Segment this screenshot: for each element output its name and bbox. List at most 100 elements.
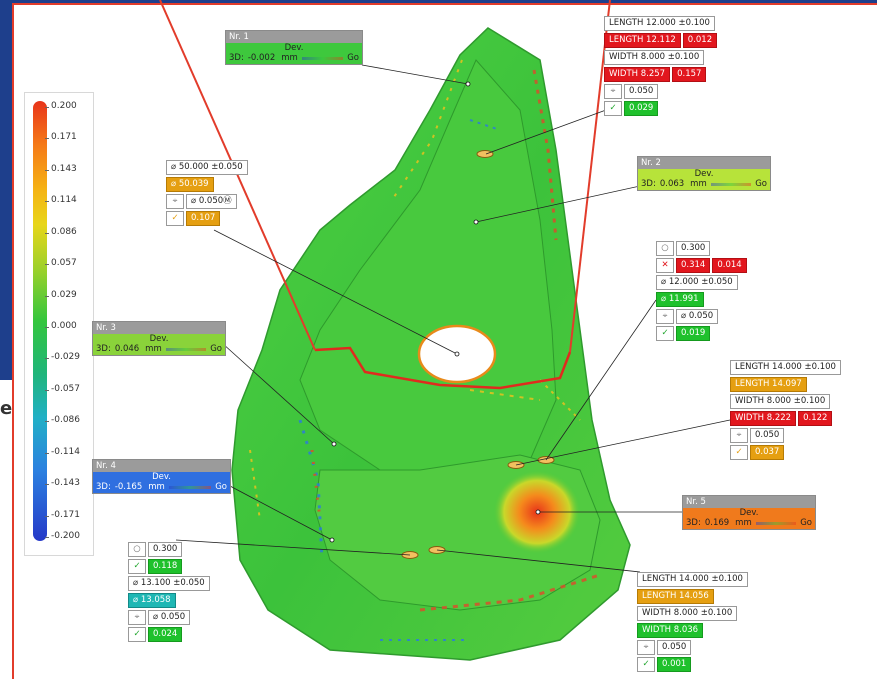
check-icon: ✓ [128, 559, 146, 574]
unit-label: mm [148, 482, 165, 492]
width-actual: WIDTH 8.222 [730, 411, 797, 426]
point-dots [329, 81, 541, 543]
width-actual: WIDTH 8.036 [637, 623, 704, 638]
hole-right-table[interactable]: ○ 0.300 ✕ 0.314 0.014 ⌀ 12.000 ±0.050 ⌀ 11.… [656, 241, 747, 341]
slot-top-table[interactable]: LENGTH 12.000 ±0.100 LENGTH 12.112 0.012 … [604, 16, 718, 116]
position-actual: 0.037 [750, 445, 785, 460]
reference-line-right [569, 0, 611, 353]
deviation-speckle [249, 59, 601, 641]
legend-tick: 0.171 [45, 132, 77, 142]
legend-tick: -0.086 [44, 415, 81, 425]
status-label: Go [347, 53, 359, 63]
position-actual: 0.024 [148, 627, 183, 642]
unit-label: mm [690, 179, 707, 189]
point-label: Nr. 4 [93, 460, 230, 472]
point-label: Nr. 1 [226, 31, 362, 43]
check-icon: ✓ [656, 326, 674, 341]
legend-tick: 0.057 [45, 258, 77, 268]
legend-tick: 0.143 [45, 164, 77, 174]
dev-label: Dev. [152, 472, 171, 482]
mode-label: 3D: [641, 179, 656, 189]
legend-tick: -0.114 [44, 447, 81, 457]
dev-value: 0.063 [659, 179, 685, 189]
length-deviation: 0.012 [682, 33, 718, 48]
dev-gauge [755, 522, 797, 525]
length-actual: LENGTH 14.056 [637, 589, 714, 604]
slot-marker-top [476, 150, 494, 158]
position-tolerance: 0.050 [750, 428, 785, 443]
unit-label: mm [281, 53, 298, 63]
point-callout-nr1[interactable]: Nr. 1 Dev. 3D: -0.002 mm Go [225, 30, 363, 65]
dev-label: Dev. [694, 169, 714, 179]
width-deviation: 0.157 [672, 67, 707, 82]
width-actual: WIDTH 8.257 [604, 67, 671, 82]
point-label: Nr. 2 [638, 157, 770, 169]
position-tolerance: ⌀ 0.050 [676, 309, 719, 324]
circularity-actual: 0.314 [676, 258, 711, 273]
center-hole-table[interactable]: ⌀ 50.000 ±0.050 ⌀ 50.039 ⌖ ⌀ 0.050Ⓜ ✓ 0.10… [166, 160, 248, 226]
width-nominal: WIDTH 8.000 ±0.100 [730, 394, 831, 409]
status-label: Go [755, 179, 767, 189]
width-deviation: 0.122 [798, 411, 833, 426]
diameter-actual: ⌀ 11.991 [656, 292, 704, 307]
dev-label: Dev. [284, 43, 304, 53]
position-actual: 0.107 [186, 211, 221, 226]
dev-value: 0.046 [114, 344, 140, 354]
check-icon: ✓ [166, 211, 184, 226]
dev-gauge [710, 183, 752, 186]
point-callout-nr4[interactable]: Nr. 4 Dev. 3D: -0.165 mm Go [92, 459, 231, 494]
check-icon: ✓ [637, 657, 655, 672]
legend-tick: 0.114 [45, 195, 77, 205]
slot-bottom-table[interactable]: LENGTH 14.000 ±0.100 LENGTH 14.056 WIDTH… [637, 572, 748, 672]
dev-gauge [168, 486, 212, 489]
point-callout-nr3[interactable]: Nr. 3 Dev. 3D: 0.046 mm Go [92, 321, 226, 356]
position-tolerance: 0.050 [657, 640, 692, 655]
position-icon: ⌖ [730, 428, 748, 443]
window-left-edge-lower [0, 380, 12, 680]
slot-right-table[interactable]: LENGTH 14.000 ±0.100 LENGTH 14.097 WIDTH… [730, 360, 841, 460]
length-actual: LENGTH 14.097 [730, 377, 807, 392]
legend-tick: 0.200 [45, 101, 77, 111]
check-icon: ✓ [730, 445, 748, 460]
point-label: Nr. 5 [683, 496, 815, 508]
status-label: Go [215, 482, 227, 492]
position-actual: 0.019 [676, 326, 711, 341]
legend-tick: 0.029 [45, 290, 77, 300]
dev-value: 0.169 [704, 518, 730, 528]
length-nominal: LENGTH 14.000 ±0.100 [637, 572, 748, 587]
width-nominal: WIDTH 8.000 ±0.100 [637, 606, 738, 621]
legend-tick: -0.143 [44, 478, 81, 488]
hole-left-table[interactable]: ○ 0.300 ✓ 0.118 ⌀ 13.100 ±0.050 ⌀ 13.058 ⌖… [128, 542, 210, 642]
point-label: Nr. 3 [93, 322, 225, 334]
point-callout-nr2[interactable]: Nr. 2 Dev. 3D: 0.063 mm Go [637, 156, 771, 191]
mode-label: 3D: [229, 53, 244, 63]
dev-label: Dev. [149, 334, 169, 344]
unit-label: mm [145, 344, 162, 354]
point-callout-nr5[interactable]: Nr. 5 Dev. 3D: 0.169 mm Go [682, 495, 816, 530]
position-icon: ⌖ [604, 84, 622, 99]
position-tolerance: ⌀ 0.050Ⓜ [186, 194, 237, 209]
mode-label: 3D: [96, 344, 111, 354]
length-actual: LENGTH 12.112 [604, 33, 681, 48]
position-icon: ⌖ [637, 640, 655, 655]
deviation-color-legend: 0.200 0.171 0.143 0.114 0.086 0.057 0.02… [24, 92, 94, 556]
status-label: Go [800, 518, 812, 528]
diameter-actual: ⌀ 13.058 [128, 593, 176, 608]
mode-label: 3D: [686, 518, 701, 528]
cross-icon: ✕ [656, 258, 674, 273]
circularity-icon: ○ [128, 542, 146, 557]
width-nominal: WIDTH 8.000 ±0.100 [604, 50, 705, 65]
mode-label: 3D: [96, 482, 111, 492]
dev-gauge [165, 348, 207, 351]
leader-lines [175, 64, 731, 573]
diameter-nominal: ⌀ 50.000 ±0.050 [166, 160, 248, 175]
check-icon: ✓ [604, 101, 622, 116]
status-label: Go [210, 344, 222, 354]
legend-tick: -0.171 [44, 510, 81, 520]
legend-tick: 0.086 [45, 227, 77, 237]
circularity-icon: ○ [656, 241, 674, 256]
length-nominal: LENGTH 12.000 ±0.100 [604, 16, 715, 31]
reference-line-left [159, 0, 316, 351]
side-text-fragment: e [0, 398, 13, 419]
